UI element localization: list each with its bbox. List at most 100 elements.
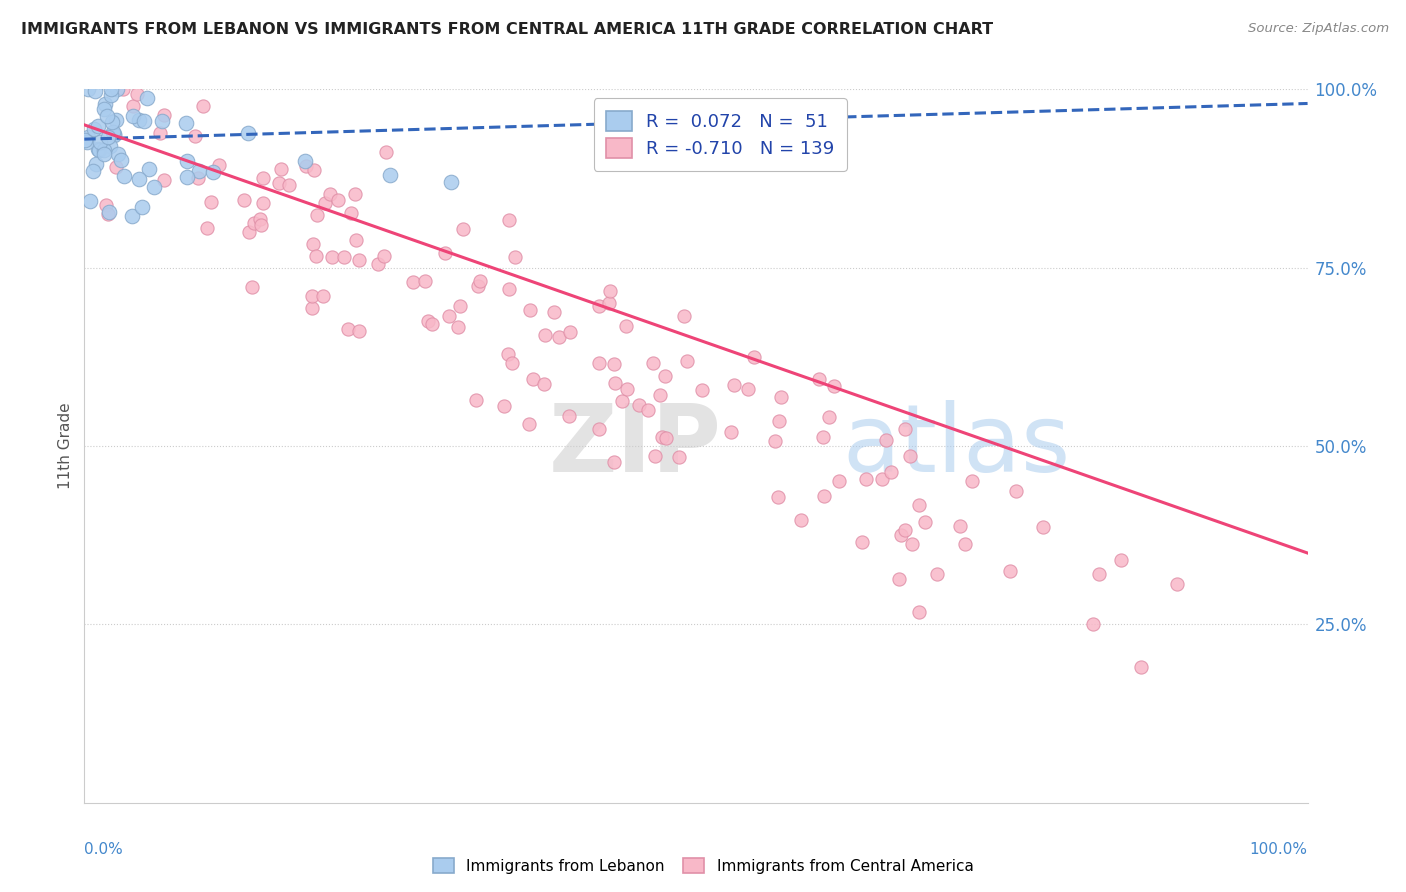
Point: [492, 399, 515, 413]
Point: [817, 410, 839, 425]
Point: [628, 398, 651, 412]
Point: [851, 534, 873, 549]
Point: [588, 356, 610, 370]
Point: [104, 160, 127, 174]
Point: [319, 186, 342, 201]
Point: [402, 275, 425, 289]
Point: [201, 165, 224, 179]
Point: [533, 328, 555, 343]
Point: [349, 325, 371, 339]
Point: [76, 130, 98, 145]
Point: [468, 274, 491, 288]
Point: [110, 153, 132, 168]
Point: [232, 193, 254, 207]
Point: [333, 250, 356, 264]
Point: [302, 162, 325, 177]
Point: [690, 384, 713, 398]
Point: [763, 434, 786, 449]
Point: [1032, 520, 1054, 534]
Point: [195, 221, 218, 235]
Point: [413, 274, 436, 288]
Point: [872, 471, 894, 485]
Point: [249, 219, 271, 233]
Point: [616, 382, 638, 396]
Point: [312, 289, 335, 303]
Point: [294, 153, 316, 168]
Point: [440, 175, 463, 189]
Point: [644, 449, 666, 463]
Point: [498, 213, 520, 227]
Point: [603, 376, 626, 391]
Point: [673, 309, 696, 323]
Point: [107, 82, 129, 96]
Point: [93, 103, 115, 117]
Point: [314, 195, 336, 210]
Point: [122, 109, 145, 123]
Point: [103, 125, 125, 139]
Point: [420, 317, 443, 331]
Point: [83, 85, 105, 99]
Point: [188, 164, 211, 178]
Point: [103, 128, 125, 142]
Point: [465, 393, 488, 408]
Text: IMMIGRANTS FROM LEBANON VS IMMIGRANTS FROM CENTRAL AMERICA 11TH GRADE CORRELATIO: IMMIGRANTS FROM LEBANON VS IMMIGRANTS FR…: [21, 22, 993, 37]
Point: [307, 208, 329, 222]
Point: [236, 126, 259, 140]
Point: [321, 250, 343, 264]
Text: 0.0%: 0.0%: [84, 842, 124, 857]
Point: [150, 114, 173, 128]
Point: [925, 566, 948, 581]
Point: [121, 209, 143, 223]
Point: [560, 326, 582, 340]
Point: [648, 388, 671, 402]
Point: [998, 564, 1021, 578]
Point: [100, 88, 122, 103]
Point: [676, 354, 699, 368]
Point: [588, 299, 610, 313]
Point: [93, 146, 115, 161]
Point: [87, 142, 110, 156]
Point: [83, 122, 105, 136]
Point: [208, 158, 231, 172]
Point: [191, 99, 214, 113]
Point: [960, 474, 983, 488]
Point: [737, 382, 759, 396]
Point: [949, 518, 972, 533]
Point: [75, 133, 97, 147]
Point: [720, 425, 742, 439]
Point: [107, 146, 129, 161]
Point: [305, 249, 328, 263]
Point: [723, 378, 745, 392]
Point: [769, 390, 792, 404]
Point: [87, 119, 110, 133]
Point: [153, 172, 176, 186]
Point: [380, 168, 402, 182]
Point: [347, 253, 370, 268]
Point: [827, 474, 849, 488]
Point: [128, 171, 150, 186]
Point: [344, 234, 367, 248]
Point: [252, 170, 274, 185]
Point: [94, 97, 117, 112]
Point: [373, 249, 395, 263]
Point: [437, 309, 460, 323]
Point: [240, 280, 263, 294]
Point: [176, 169, 198, 184]
Point: [336, 322, 359, 336]
Point: [588, 422, 610, 436]
Point: [823, 379, 845, 393]
Point: [103, 128, 125, 142]
Point: [1111, 553, 1133, 567]
Point: [76, 135, 98, 149]
Point: [517, 417, 540, 431]
Point: [131, 201, 153, 215]
Y-axis label: 11th Grade: 11th Grade: [58, 402, 73, 490]
Point: [894, 422, 917, 436]
Point: [614, 318, 637, 333]
Point: [1004, 483, 1026, 498]
Point: [176, 153, 198, 168]
Point: [449, 299, 471, 313]
Point: [295, 159, 318, 173]
Point: [270, 161, 292, 176]
Point: [76, 82, 98, 96]
